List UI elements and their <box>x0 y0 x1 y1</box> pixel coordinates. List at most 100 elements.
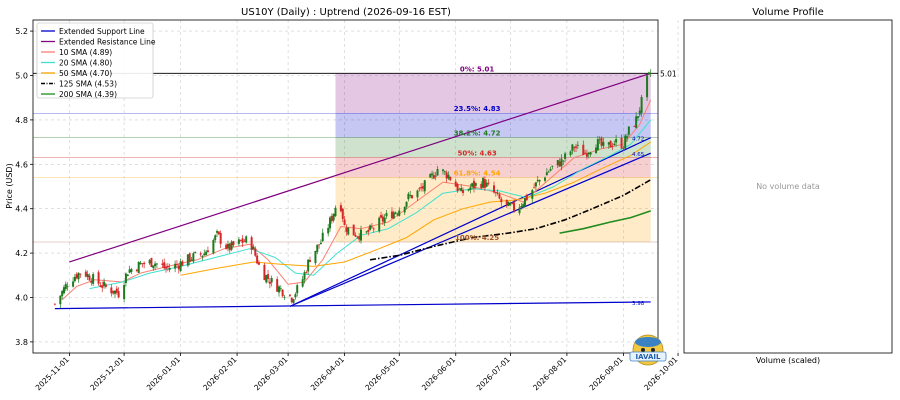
candle-up <box>436 169 439 176</box>
candle-up <box>86 273 89 278</box>
candle-down <box>345 227 348 232</box>
y-tick-label: 4.0 <box>15 294 28 303</box>
candle-up <box>520 206 523 208</box>
candle-down <box>558 161 561 167</box>
candle-up <box>303 272 306 280</box>
candle-down <box>267 274 270 280</box>
legend-label-sma200: 200 SMA (4.39) <box>59 90 117 99</box>
candle-up <box>507 201 510 207</box>
candle-up <box>587 152 590 155</box>
candle-down <box>418 188 421 190</box>
right-price-labels: 5.01 4.72 4.65 3.98 <box>632 69 677 307</box>
legend-box <box>36 22 154 99</box>
candle-up <box>409 195 412 196</box>
candle-down <box>609 140 612 148</box>
candle-up <box>416 190 419 198</box>
candle-up <box>589 152 592 155</box>
candle-up <box>403 206 406 213</box>
candle-up <box>283 297 286 298</box>
candle-up <box>460 187 463 192</box>
candle-up <box>531 190 534 199</box>
candle-down <box>381 216 384 222</box>
candle-up <box>245 236 248 243</box>
candle-down <box>575 146 578 148</box>
candle-up <box>523 198 526 207</box>
candle-up <box>347 227 350 235</box>
candle-up <box>168 268 171 270</box>
candle-down <box>318 244 321 246</box>
candle-down <box>281 289 284 297</box>
candle-up <box>378 217 381 232</box>
candle-up <box>316 244 319 252</box>
candle-up <box>469 187 472 190</box>
candle-down <box>493 185 496 193</box>
candle-down <box>188 253 191 263</box>
candle-up <box>103 281 106 286</box>
candle-up <box>471 183 474 187</box>
candle-up <box>443 171 446 173</box>
candle-up <box>649 73 652 74</box>
candle-down <box>181 261 184 266</box>
candle-down <box>420 187 423 189</box>
candle-up <box>560 158 563 167</box>
candle-down <box>241 238 244 243</box>
right-price-label: 4.72 <box>632 137 644 143</box>
volume-profile-panel: Volume Profile No volume data Volume (sc… <box>683 7 893 365</box>
candle-up <box>496 192 499 194</box>
candle-up <box>447 174 450 179</box>
candle-up <box>327 227 330 234</box>
price-grid <box>33 20 679 353</box>
candle-up <box>186 254 189 266</box>
candle-down <box>505 199 508 205</box>
candle-up <box>441 169 444 171</box>
candle-down <box>219 232 222 244</box>
candle-down <box>288 294 291 296</box>
candle-up <box>62 287 65 294</box>
candle-up <box>544 177 547 181</box>
candle-down <box>239 239 242 241</box>
candle-up <box>148 260 151 264</box>
candle-down <box>75 274 78 279</box>
right-price-label: 3.98 <box>632 301 645 307</box>
y-tick-label: 5.0 <box>15 72 28 81</box>
fibonacci-level-label: 0%: 5.01 <box>460 65 495 73</box>
candle-up <box>431 173 434 176</box>
candle-up <box>522 204 525 208</box>
candle-down <box>622 147 625 149</box>
candle-up <box>64 283 67 290</box>
support-line <box>54 301 651 310</box>
candle-up <box>646 75 649 98</box>
candle-down <box>533 187 536 189</box>
candle-down <box>88 275 91 281</box>
y-axis-label: Price (USD) <box>5 163 14 208</box>
volume-profile-frame <box>683 19 893 354</box>
candle-up <box>518 207 521 214</box>
candle-up <box>392 212 395 219</box>
price-chart-title: US10Y (Daily) : Uptrend (2026-09-16 EST) <box>241 7 451 18</box>
candle-down <box>308 260 311 262</box>
candle-down <box>161 263 164 265</box>
candle-down <box>511 202 514 204</box>
candle-up <box>482 178 485 188</box>
candle-down <box>110 287 113 294</box>
candle-up <box>77 272 80 280</box>
candle-up <box>536 180 539 182</box>
candle-up <box>396 213 399 215</box>
fibonacci-zones <box>335 73 651 242</box>
candle-down <box>53 303 56 305</box>
candle-up <box>252 246 255 250</box>
candle-up <box>571 144 574 151</box>
candle-up <box>562 160 565 162</box>
candle-up <box>509 204 512 206</box>
candle-down <box>633 125 636 127</box>
sma50-line <box>180 141 651 276</box>
candle-up <box>214 235 217 241</box>
candle-up <box>152 265 155 269</box>
candle-down <box>232 241 235 246</box>
candle-down <box>584 152 587 154</box>
candle-down <box>276 279 279 292</box>
candle-down <box>175 264 178 265</box>
fibonacci-level-label: 38.2%: 4.72 <box>454 130 501 138</box>
candle-down <box>370 226 373 228</box>
candle-up <box>237 239 240 244</box>
